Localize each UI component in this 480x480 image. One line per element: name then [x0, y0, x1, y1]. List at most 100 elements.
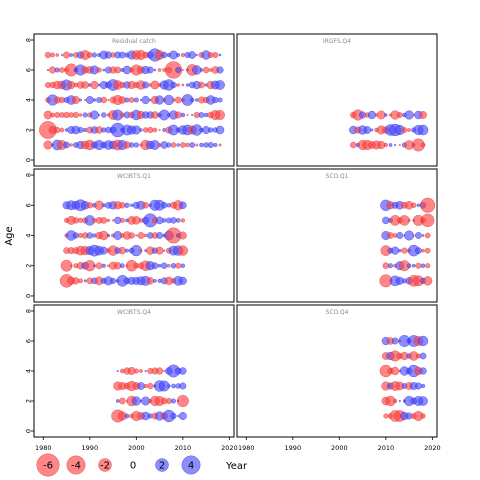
residual-point [146, 66, 154, 74]
y-tick-label: 6 [25, 68, 33, 72]
panel-3: WCIBTS.Q1 0 2 4 6 8 [25, 168, 235, 303]
residual-point [170, 81, 177, 89]
residual-point [195, 53, 198, 57]
legend-label: 2 [159, 461, 165, 472]
residual-point [407, 128, 411, 132]
legend-label: 4 [188, 461, 194, 472]
residual-point [388, 143, 393, 147]
residual-point [420, 197, 436, 213]
residual-point [171, 98, 176, 102]
x-tick-label: 2000 [331, 444, 348, 452]
residual-point [181, 68, 184, 71]
y-tick-label: 6 [25, 203, 33, 207]
y-tick-label: 4 [25, 233, 33, 237]
residual-point [383, 142, 388, 148]
y-tick-label: 2 [25, 128, 33, 132]
residual-point [406, 263, 412, 268]
panel-title: Residual catch [112, 38, 156, 45]
x-tick-label: 2010 [378, 444, 395, 452]
residual-point [421, 248, 425, 253]
residual-bubbles [349, 109, 429, 152]
panel-title: SCO.Q1 [326, 173, 349, 180]
residual-point [350, 141, 357, 149]
residual-point [367, 110, 377, 120]
residual-point [218, 143, 222, 147]
residual-point [133, 97, 139, 103]
residual-point [133, 368, 139, 374]
residual-point [384, 113, 388, 117]
residual-point [59, 67, 65, 73]
residual-point [161, 51, 168, 59]
residual-point [167, 263, 171, 268]
y-tick-label: 2 [25, 399, 33, 403]
residual-point [176, 83, 180, 87]
residual-point [139, 369, 143, 373]
residual-point [142, 202, 149, 209]
residual-point [101, 203, 106, 208]
legend-bubble [181, 455, 201, 475]
residual-point [111, 219, 115, 222]
residual-point [50, 112, 55, 118]
residual-point [156, 367, 164, 375]
residual-point [139, 98, 142, 101]
residual-point [124, 97, 130, 103]
panel-title: WCIBTS.Q1 [117, 173, 151, 180]
residual-point [78, 113, 83, 117]
residual-point [411, 202, 417, 208]
residual-point [78, 278, 83, 284]
residual-point [71, 96, 80, 104]
x-tick-label: 1980 [238, 444, 255, 452]
residual-point [100, 96, 107, 104]
residual-point [131, 396, 141, 406]
residual-point [141, 95, 150, 105]
residual-point [179, 382, 187, 390]
residual-point [124, 202, 130, 208]
x-tick-label: 1990 [82, 444, 99, 452]
residual-point [129, 142, 135, 148]
residual-point [199, 142, 204, 148]
residual-point [391, 337, 399, 345]
residual-point [86, 232, 94, 239]
residual-point [158, 128, 161, 131]
residual-point [133, 142, 139, 148]
legend-bubble [155, 458, 169, 472]
residual-point [215, 125, 225, 135]
residual-point [102, 68, 106, 72]
residual-point [419, 111, 427, 119]
residual-point [418, 396, 428, 406]
residual-point [179, 201, 187, 210]
residual-point [411, 263, 416, 268]
residual-point [167, 384, 171, 388]
residual-point [130, 203, 134, 207]
residual-point [176, 394, 189, 408]
residual-point [425, 263, 431, 269]
residual-point [185, 142, 190, 148]
residual-point [398, 248, 402, 253]
residual-point [424, 247, 431, 254]
residual-point [155, 246, 164, 255]
legend-bubble [36, 453, 60, 477]
residual-point [144, 369, 147, 373]
panel-title: IRGFS.Q4 [323, 38, 351, 45]
residual-point [180, 263, 186, 268]
residual-point [72, 217, 80, 224]
x-tick-label: 2010 [175, 444, 192, 452]
residual-point [162, 128, 167, 132]
residual-point [55, 53, 59, 57]
residual-point [128, 232, 135, 239]
legend-label: -2 [100, 461, 110, 472]
residual-bubbles [379, 335, 429, 422]
residual-point [419, 367, 427, 375]
x-tick-label: 1980 [35, 444, 52, 452]
residual-point [217, 97, 223, 103]
y-tick-label: 2 [25, 264, 33, 268]
residual-point [157, 68, 162, 72]
residual-point [398, 143, 401, 146]
y-tick-label: 6 [25, 339, 33, 343]
residual-point [110, 277, 117, 284]
residual-point [50, 52, 55, 58]
residual-point [175, 67, 182, 73]
residual-point [174, 111, 182, 119]
residual-point [72, 232, 79, 239]
